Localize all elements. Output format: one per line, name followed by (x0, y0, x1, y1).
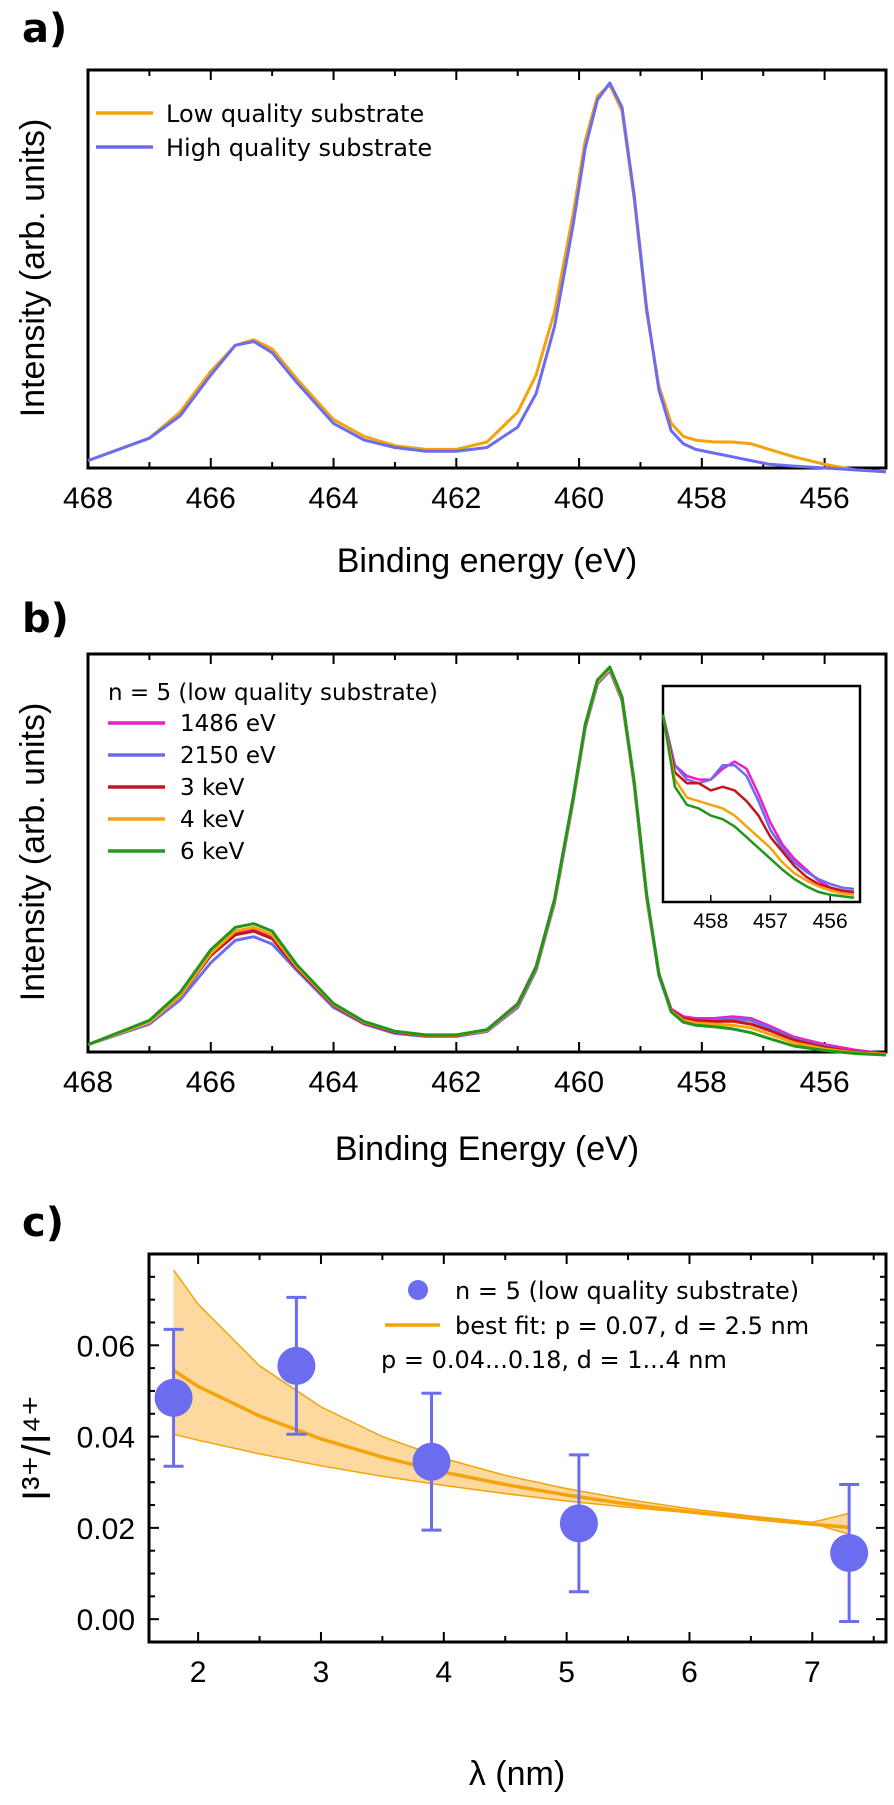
panel-b: b) 468 466 464 462 460 458 456 Binding E… (14, 596, 888, 1168)
panel-c-y-tick-labels: 0.00 0.02 0.04 0.06 (77, 1330, 135, 1637)
legend-label-low-quality: Low quality substrate (166, 100, 424, 128)
a-x-tick-464: 464 (309, 482, 359, 515)
legend-marker-points (408, 1280, 428, 1300)
legend-label-1486ev: 1486 eV (180, 711, 276, 737)
panel-b-frame (86, 652, 888, 1054)
panel-c-y-axis-title: I³⁺/I⁴⁺ (15, 1395, 59, 1501)
panel-c-frame (147, 1252, 888, 1644)
legend-label-points: n = 5 (low quality substrate) (455, 1277, 799, 1305)
inset-line-3-kev (661, 714, 855, 894)
panel-a-x-tick-labels: 468 466 464 462 460 458 456 (63, 482, 850, 515)
a-x-tick-458: 458 (677, 482, 727, 515)
b-x-tick-468: 468 (63, 1066, 113, 1099)
b-x-tick-464: 464 (309, 1066, 359, 1099)
b-x-tick-456: 456 (800, 1066, 850, 1099)
legend-title-b: n = 5 (low quality substrate) (108, 680, 438, 706)
panel-b-series (87, 665, 887, 1057)
panel-b-legend: n = 5 (low quality substrate) 1486 eV 21… (108, 680, 438, 865)
a-x-tick-460: 460 (554, 482, 604, 515)
panel-c-best-fit (172, 1368, 850, 1530)
panel-b-inset: 458 457 456 (661, 684, 862, 933)
data-point (412, 1442, 451, 1481)
a-x-tick-456: 456 (800, 482, 850, 515)
panel-b-label: b) (22, 596, 69, 642)
legend-label-3kev: 3 keV (180, 775, 245, 801)
b-x-tick-466: 466 (186, 1066, 236, 1099)
panel-b-y-axis-title: Intensity (arb. units) (14, 703, 52, 1002)
legend-label-6kev: 6 keV (180, 839, 245, 865)
panel-c-legend: n = 5 (low quality substrate) best fit: … (381, 1277, 809, 1374)
c-y-tick-0: 0.00 (77, 1604, 135, 1637)
legend-label-range-band: p = 0.04...0.18, d = 1...4 nm (381, 1346, 727, 1374)
panel-a-ticks (87, 70, 887, 468)
range-band-upper (172, 1269, 850, 1524)
legend-label-2150ev: 2150 eV (180, 743, 276, 769)
panel-a-series (87, 81, 887, 474)
inset-x-tick-458: 458 (693, 910, 728, 933)
inset-ticks (710, 895, 831, 902)
panel-a-frame (86, 68, 888, 470)
panel-a-x-axis-title: Binding energy (eV) (337, 542, 638, 580)
panel-a-legend: Low quality substrate High quality subst… (96, 100, 432, 162)
panel-b-x-axis-title: Binding Energy (eV) (335, 1130, 639, 1168)
panel-a-y-axis-title: Intensity (arb. units) (14, 119, 52, 418)
panel-b-x-tick-labels: 468 466 464 462 460 458 456 (63, 1066, 850, 1099)
panel-c-x-tick-labels: 2 3 4 5 6 7 (190, 1656, 821, 1689)
inset-frame (661, 684, 862, 904)
b-x-tick-462: 462 (431, 1066, 481, 1099)
inset-x-tick-456: 456 (813, 910, 848, 933)
legend-label-4kev: 4 keV (180, 807, 245, 833)
series-line-6-kev (87, 665, 887, 1057)
panel-c-points (154, 1295, 869, 1623)
legend-label-high-quality: High quality substrate (166, 134, 432, 162)
data-point (830, 1533, 869, 1572)
c-x-tick-3: 3 (313, 1656, 330, 1689)
c-y-tick-1: 0.02 (77, 1513, 135, 1546)
inset-x-tick-457: 457 (753, 910, 788, 933)
panel-c: c) 2 3 4 5 6 7 0.00 0.02 0.04 0.06 λ (nm… (15, 1200, 888, 1793)
inset-line-6-kev (661, 714, 855, 899)
c-x-tick-5: 5 (558, 1656, 575, 1689)
data-point (559, 1504, 598, 1543)
series-line-high-quality-substrate (87, 81, 887, 474)
data-point (277, 1346, 316, 1385)
c-x-tick-4: 4 (435, 1656, 452, 1689)
data-point (154, 1378, 193, 1417)
panel-c-range-band (172, 1269, 850, 1536)
panel-c-x-axis-title: λ (nm) (469, 1755, 565, 1793)
panel-b-ticks (87, 654, 887, 1052)
c-x-tick-7: 7 (804, 1656, 821, 1689)
a-x-tick-466: 466 (186, 482, 236, 515)
panel-c-ticks (149, 1254, 886, 1642)
b-x-tick-458: 458 (677, 1066, 727, 1099)
inset-line-4-kev (661, 714, 855, 897)
best-fit-line (172, 1368, 850, 1530)
inset-line-1486-ev (661, 714, 855, 895)
c-y-tick-3: 0.06 (77, 1330, 135, 1363)
a-x-tick-462: 462 (431, 482, 481, 515)
b-x-tick-460: 460 (554, 1066, 604, 1099)
range-band-fill (173, 1270, 850, 1535)
panel-c-label: c) (22, 1200, 64, 1246)
legend-label-best-fit: best fit: p = 0.07, d = 2.5 nm (455, 1312, 809, 1340)
a-x-tick-468: 468 (63, 482, 113, 515)
c-x-tick-2: 2 (190, 1656, 207, 1689)
c-x-tick-6: 6 (681, 1656, 698, 1689)
panel-a: a) 468 466 464 462 460 458 456 Binding e… (14, 6, 888, 580)
inset-series (661, 714, 855, 899)
panel-a-label: a) (22, 6, 67, 52)
c-y-tick-2: 0.04 (77, 1422, 135, 1455)
